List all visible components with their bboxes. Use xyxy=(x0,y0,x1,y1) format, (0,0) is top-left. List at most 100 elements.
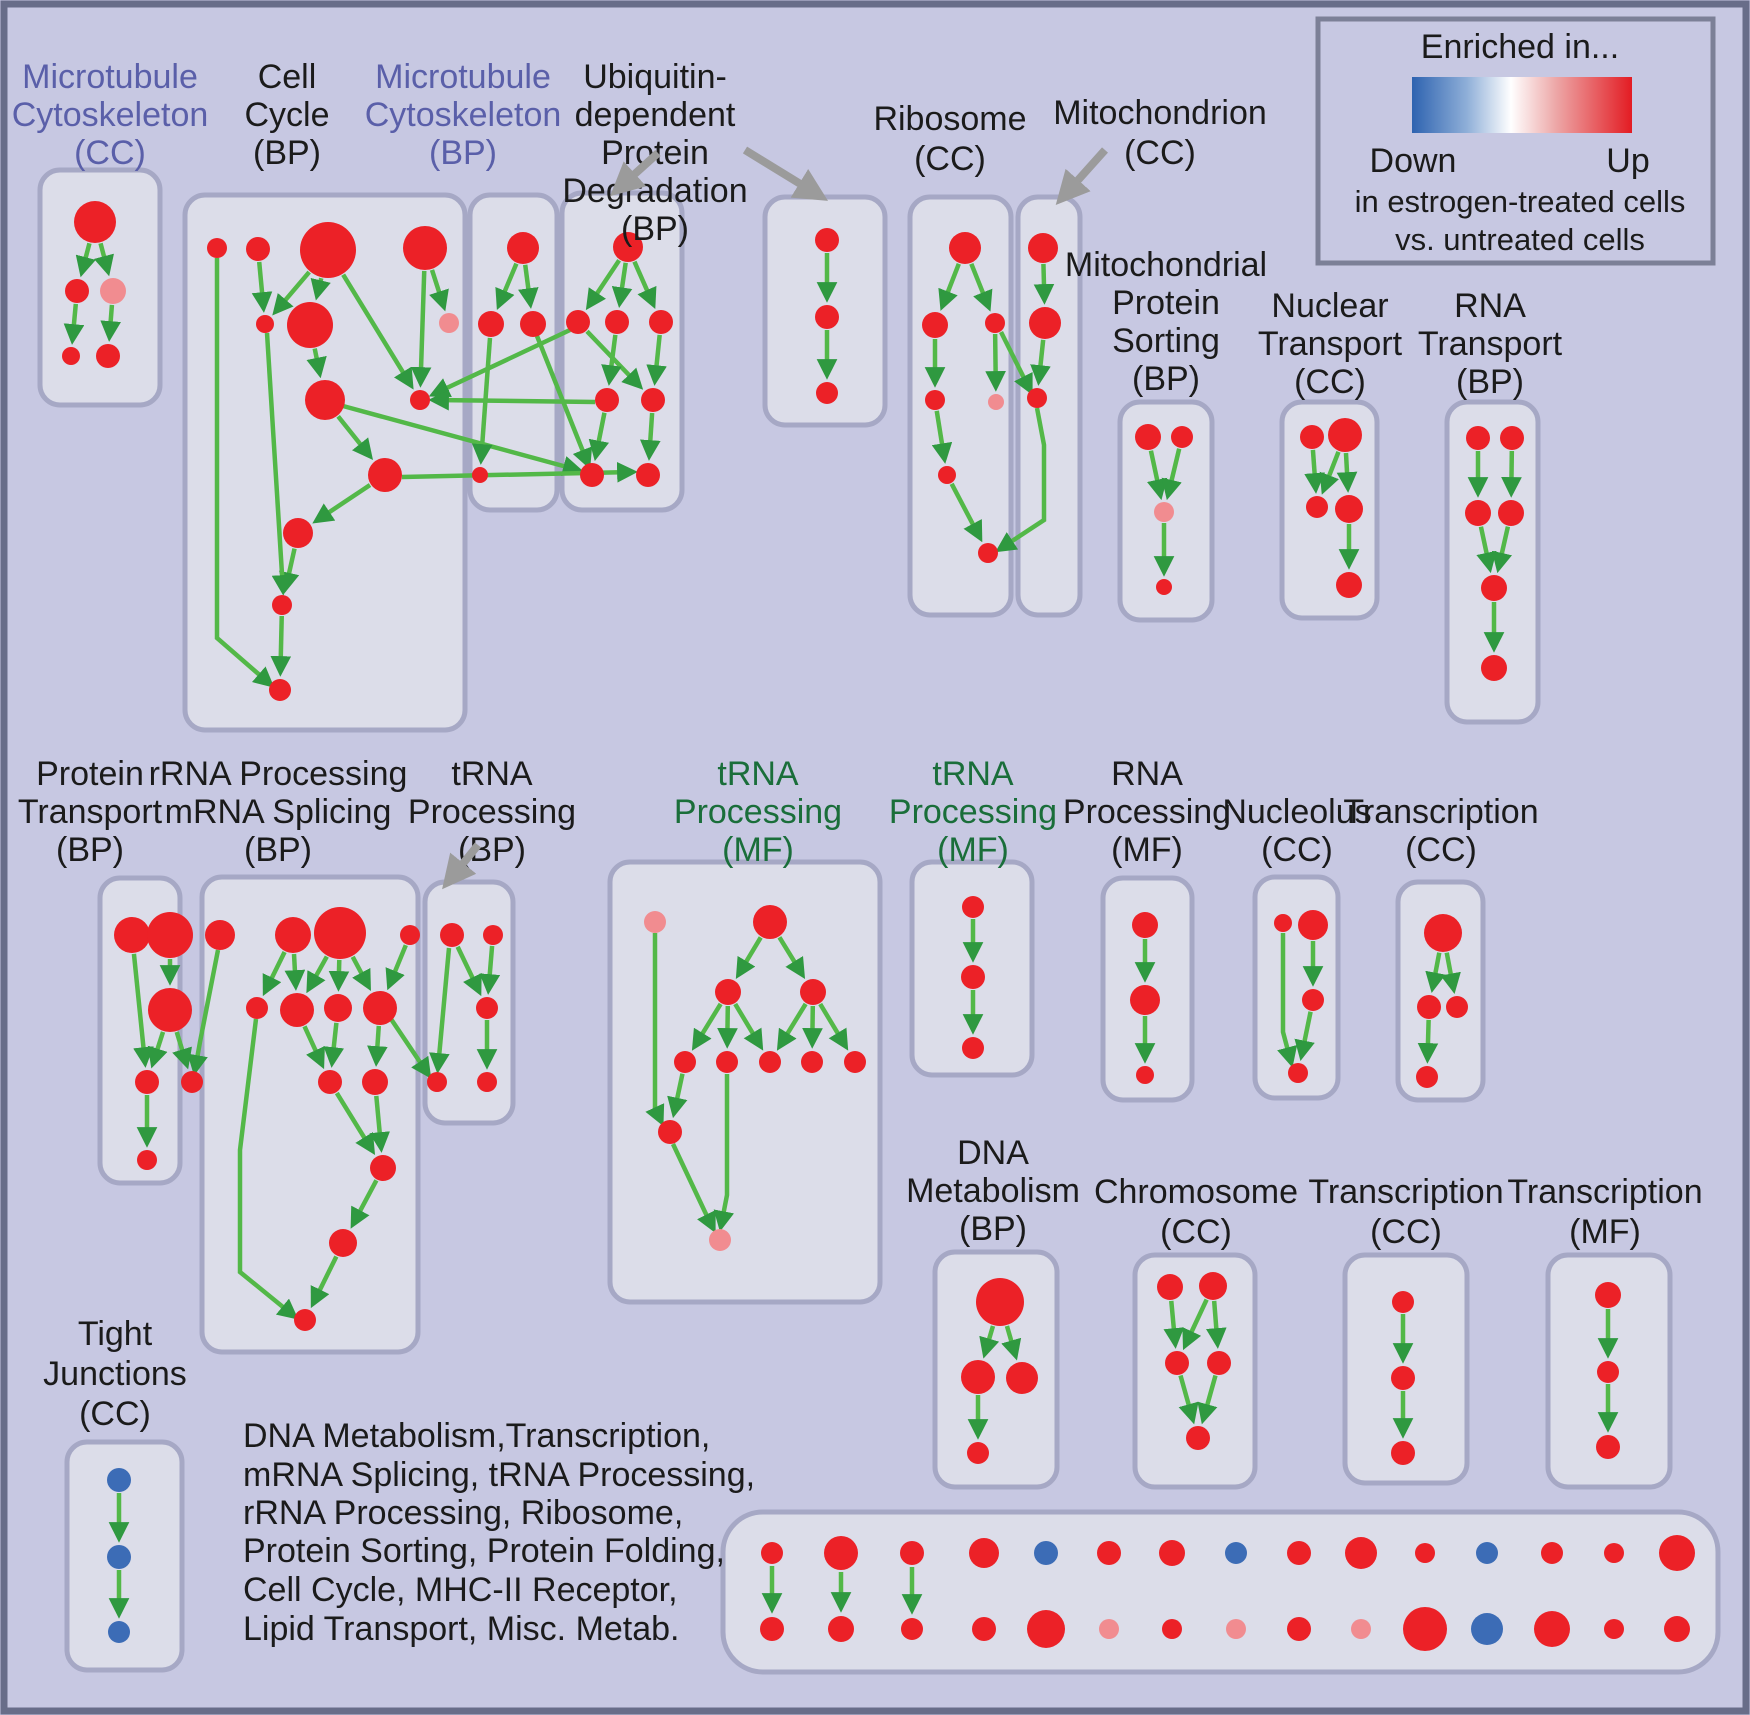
group-label-nuclear-transport-cc: Nuclear xyxy=(1271,287,1388,325)
go-term-node xyxy=(400,925,420,945)
edge-arrow xyxy=(306,348,327,379)
edge-arrow xyxy=(938,263,961,311)
go-term-node xyxy=(329,1229,357,1257)
go-term-node xyxy=(1391,1441,1415,1465)
go-term-node xyxy=(566,310,590,334)
edge-arrow xyxy=(1161,448,1182,501)
group-label-tight-junctions-cc: (CC) xyxy=(79,1395,151,1433)
edge-arrow xyxy=(1277,933,1298,1068)
go-term-node xyxy=(985,313,1005,333)
go-term-node xyxy=(294,1309,316,1331)
group-label-ribosome-cc: Ribosome xyxy=(873,100,1026,138)
go-term-node xyxy=(478,311,504,337)
edge-arrow xyxy=(1501,450,1522,498)
group-label-trna-processing-mf-large: tRNA xyxy=(717,755,799,793)
go-term-node xyxy=(1415,1543,1435,1563)
go-term-node xyxy=(440,923,464,947)
edge-arrow xyxy=(479,945,501,995)
group-label-nucleolus-cc: (CC) xyxy=(1261,831,1333,869)
go-term-node xyxy=(1597,1361,1619,1383)
group-box-mitochondrion-cc xyxy=(1015,194,1083,618)
go-term-node xyxy=(256,315,274,333)
edge-arrow xyxy=(429,947,452,1074)
group-label-rna-processing-mf: RNA xyxy=(1111,755,1183,793)
go-term-node xyxy=(1097,1541,1121,1565)
go-term-node xyxy=(1336,572,1362,598)
edge-arrow xyxy=(495,262,519,310)
edge-arrow xyxy=(341,273,414,390)
group-label-microtubule-cytoskeleton-bp: Cytoskeleton xyxy=(365,96,562,134)
group-label-rna-processing-mf: (MF) xyxy=(1111,831,1183,869)
go-term-node xyxy=(1306,496,1328,518)
group-label-rna-processing-mf: Processing xyxy=(1063,793,1231,831)
go-term-node xyxy=(900,1541,924,1565)
go-term-node xyxy=(1392,1291,1414,1313)
go-term-node xyxy=(1300,425,1324,449)
go-term-node xyxy=(74,201,116,243)
go-term-node xyxy=(658,1120,682,1144)
group-label-nuclear-transport-cc: (CC) xyxy=(1294,363,1366,401)
go-term-node xyxy=(207,238,227,258)
go-term-node xyxy=(1351,1619,1371,1639)
go-term-node xyxy=(181,1071,203,1093)
edge-arrow xyxy=(310,277,331,301)
group-label-rna-transport-bp: (BP) xyxy=(1456,363,1524,401)
go-term-node xyxy=(370,1155,396,1181)
edge-arrow xyxy=(1178,1374,1199,1425)
group-label-microtubule-cytoskeleton-bp: Microtubule xyxy=(375,58,551,96)
group-label-cell-cycle-bp: Cycle xyxy=(244,96,329,134)
go-term-node xyxy=(300,222,356,278)
go-term-node xyxy=(1287,1541,1311,1565)
go-term-node xyxy=(613,232,643,262)
go-term-node xyxy=(1345,1537,1377,1569)
group-label-microtubule-cytoskeleton-bp: (BP) xyxy=(429,134,497,172)
go-term-node xyxy=(961,1360,995,1394)
go-term-node xyxy=(269,679,291,701)
group-box-dna-metabolism-bp xyxy=(932,1249,1060,1490)
go-term-node xyxy=(305,380,345,420)
group-label-mitochondrial-protein-sorting-bp: Sorting xyxy=(1112,322,1220,360)
group-box-microtubule-cytoskeleton-cc xyxy=(37,167,163,408)
go-term-node xyxy=(1135,424,1161,450)
edge-arrow xyxy=(601,334,622,386)
legend-gradient-bar xyxy=(1412,77,1632,133)
go-term-node xyxy=(427,1072,447,1092)
group-label-mitochondrial-protein-sorting-bp: Mitochondrial xyxy=(1065,246,1267,284)
cluster-list-text: rRNA Processing, Ribosome, xyxy=(243,1494,683,1532)
go-term-node xyxy=(1162,1619,1182,1639)
edge-arrow xyxy=(639,412,661,461)
edge-arrow xyxy=(1001,1325,1022,1361)
go-term-node xyxy=(1029,307,1061,339)
go-term-node xyxy=(976,1278,1024,1326)
go-term-node xyxy=(716,1051,738,1073)
go-term-node xyxy=(816,382,838,404)
cross-edge-arrow xyxy=(998,330,1033,396)
cross-edge-arrow xyxy=(389,1017,432,1079)
go-term-node xyxy=(759,1051,781,1073)
edge-arrow xyxy=(367,1025,388,1067)
group-label-trna-processing-mf-small: Processing xyxy=(889,793,1057,831)
edge-arrow xyxy=(131,953,154,1068)
cross-edge-arrow xyxy=(187,949,221,1076)
go-term-node xyxy=(107,1468,131,1492)
edge-arrow xyxy=(1304,449,1325,494)
go-term-node xyxy=(1596,1435,1620,1459)
go-term-node xyxy=(62,347,80,365)
go-term-node xyxy=(961,965,985,989)
group-label-protein-transport-bp: Protein xyxy=(36,755,144,793)
go-term-node xyxy=(1604,1619,1624,1639)
group-label-rrna-processing-mrna-splicing-bp: rRNA Processing xyxy=(149,755,408,793)
edge-arrow xyxy=(328,959,350,992)
go-term-node xyxy=(1156,579,1172,595)
go-term-node xyxy=(507,232,539,264)
group-label-ubiquitin-dependent-protein-degradation-bp: Ubiquitin- xyxy=(583,58,727,96)
group-label-protein-transport-bp: (BP) xyxy=(56,831,124,869)
cross-edge-arrow xyxy=(995,407,1047,553)
edge-arrow xyxy=(733,1002,764,1051)
edge-arrow xyxy=(713,1074,734,1232)
edge-arrow xyxy=(350,1179,379,1229)
edge-arrow xyxy=(1163,1300,1185,1349)
edge-arrow xyxy=(735,936,763,979)
go-term-node xyxy=(1225,1542,1247,1564)
group-label-trna-processing-mf-large: Processing xyxy=(674,793,842,831)
